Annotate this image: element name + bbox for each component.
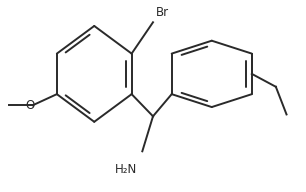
Text: O: O — [25, 99, 35, 112]
Text: Br: Br — [156, 6, 169, 19]
Text: H₂N: H₂N — [115, 163, 137, 176]
